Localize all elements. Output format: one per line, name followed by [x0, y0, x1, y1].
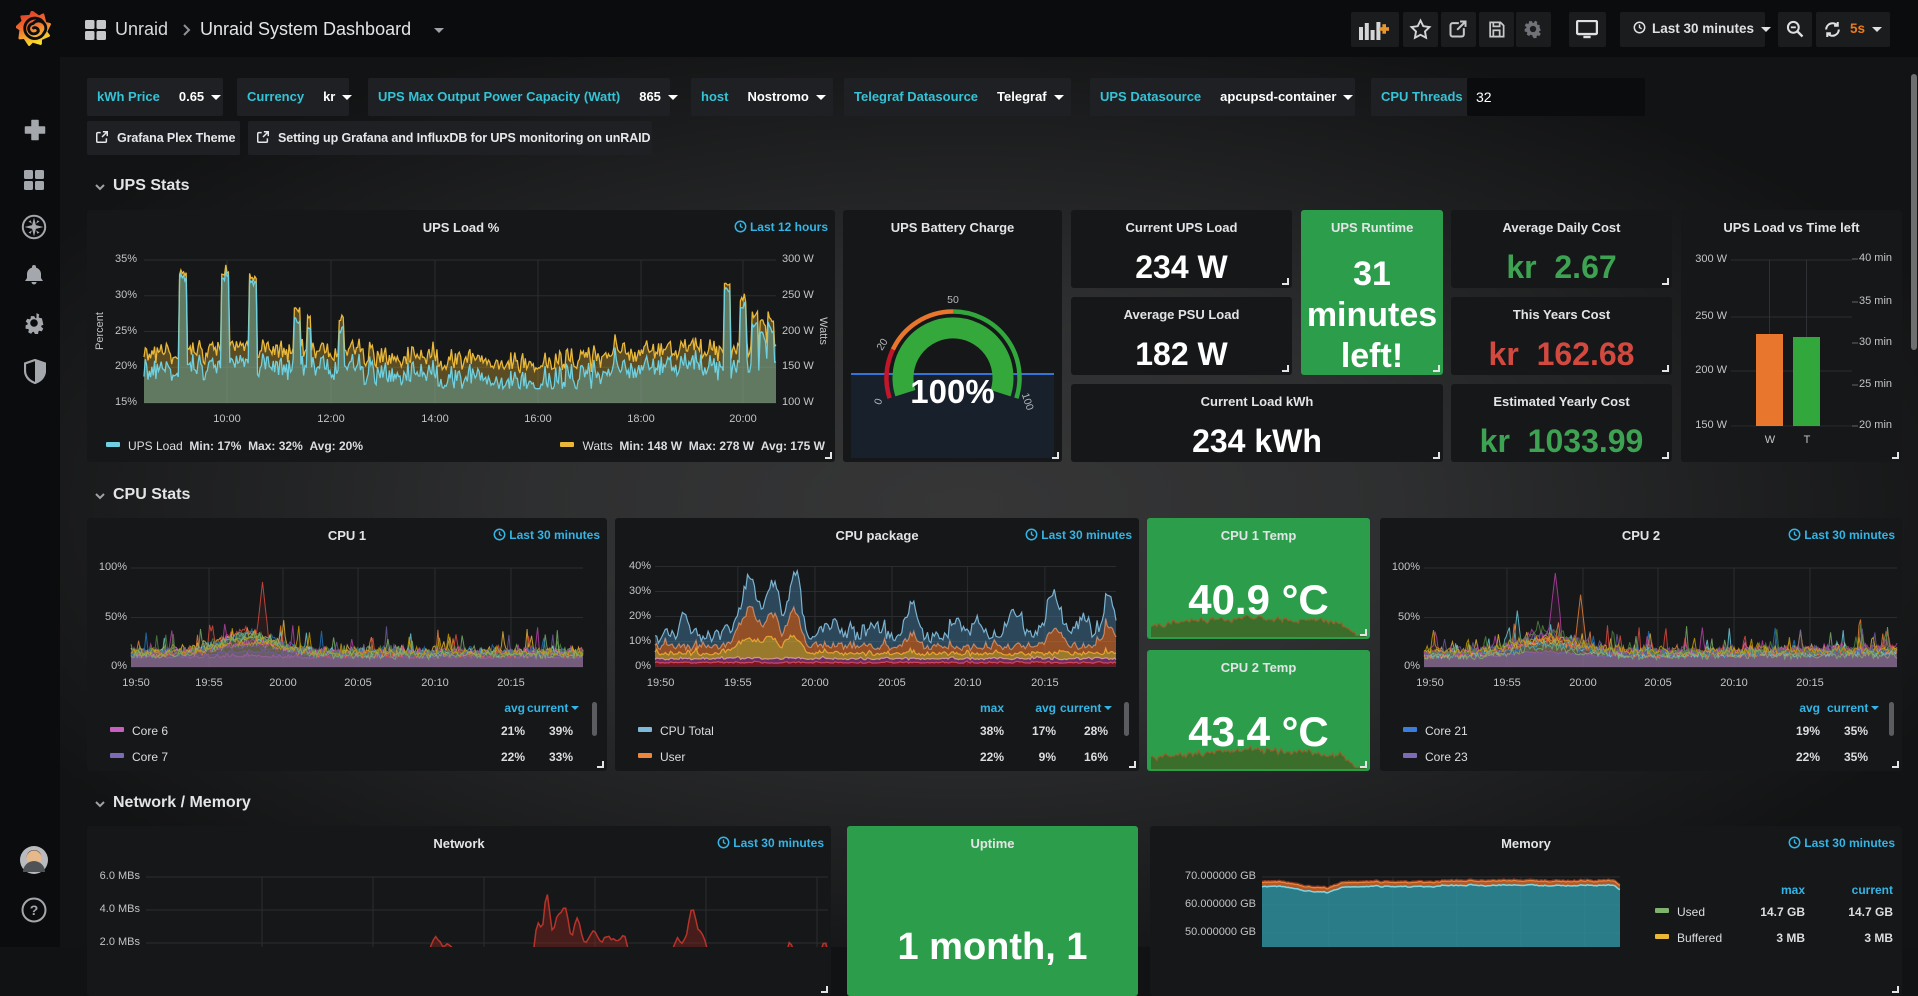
svg-text:?: ?: [30, 902, 39, 918]
svg-text:20: 20: [874, 336, 890, 352]
svg-text:0: 0: [872, 397, 885, 406]
svg-text:50: 50: [947, 294, 959, 306]
svg-text:100: 100: [1019, 392, 1036, 413]
